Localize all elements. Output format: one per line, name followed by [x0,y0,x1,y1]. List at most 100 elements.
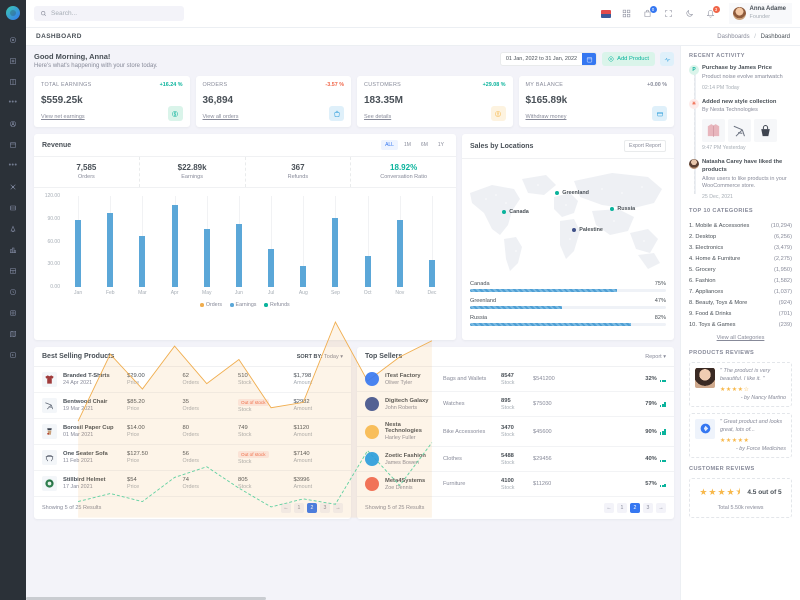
chart-bar[interactable] [191,196,223,287]
multilevel-icon[interactable] [0,323,26,344]
legend-item-earnings[interactable]: Earnings [230,302,256,308]
map-marker-canada[interactable]: Canada [502,209,529,215]
world-map[interactable]: Greenland Canada Russia Palestine [462,159,674,277]
page-button[interactable]: 3 [320,503,330,513]
fullscreen-icon[interactable] [664,9,674,19]
grid-icon[interactable] [0,260,26,281]
page-button[interactable]: → [333,503,343,513]
dashboard-icon[interactable] [0,29,26,50]
category-item[interactable]: 8. Beauty, Toys & More (924) [689,297,792,308]
page-button[interactable]: 1 [294,503,304,513]
add-product-button[interactable]: Add Product [602,52,655,66]
stat-link[interactable]: View net earnings [41,114,85,120]
category-item[interactable]: 2. Desktop (6,256) [689,231,792,242]
category-item[interactable]: 9. Food & Drinks (701) [689,308,792,319]
page-button[interactable]: 3 [643,503,653,513]
chart-bar[interactable] [94,196,126,287]
tables-icon[interactable] [0,218,26,239]
forms-icon[interactable] [0,197,26,218]
table-row[interactable]: Nesta Technologies Harley Fuller Bike Acc… [357,417,674,447]
legend-item-refunds[interactable]: Refunds [264,302,290,308]
pages-icon[interactable] [0,134,26,155]
page-button[interactable]: 1 [617,503,627,513]
category-item[interactable]: 1. Mobile & Accessories (10,294) [689,220,792,231]
apps-icon[interactable] [0,50,26,71]
stat-link[interactable]: Withdraw money [525,114,567,120]
table-row[interactable]: Digitech Galaxy John Roberts Watches 895 … [357,392,674,417]
table-row[interactable]: Meta4Systems Zoe Dennis Furniture 4100 St… [357,472,674,497]
top-sellers-title: Top Sellers [365,353,403,360]
table-row[interactable]: iTest Factory Oliver Tyler Bags and Walle… [357,367,674,392]
export-report-button[interactable]: Export Report [623,140,666,152]
chair-icon[interactable] [728,119,751,142]
chart-bar[interactable] [416,196,448,287]
chart-bar[interactable] [62,196,94,287]
apps-grid-icon[interactable] [622,9,632,19]
bell-icon[interactable]: 3 [706,5,720,19]
user-menu[interactable]: Anna Adame Founder [728,3,792,24]
horizontal-scrollbar[interactable] [26,597,266,600]
widgets-icon[interactable] [0,176,26,197]
category-item[interactable]: 10. Toys & Games (239) [689,319,792,330]
table-row[interactable]: Borosil Paper Cup 01 Mar 2021 $14.00 Price… [34,419,351,445]
revenue-summary-item: $22.89k Earnings [140,157,246,187]
page-button[interactable]: 2 [630,503,640,513]
stat-link[interactable]: View all orders [202,114,239,120]
category-item[interactable]: 5. Grocery (1,950) [689,264,792,275]
chart-bar[interactable] [223,196,255,287]
page-button[interactable]: 2 [307,503,317,513]
pill-6m[interactable]: 6M [420,142,428,148]
moon-icon[interactable] [685,9,695,19]
chart-bar[interactable] [352,196,384,287]
date-range-picker[interactable]: 01 Jan, 2022 to 31 Jan, 2022 [499,52,598,66]
jacket-icon[interactable] [702,119,725,142]
flag-icon[interactable] [600,9,611,19]
legend-item-orders[interactable]: Orders [200,302,222,308]
map-marker-greenland[interactable]: Greenland [555,190,589,196]
maps-icon[interactable] [0,302,26,323]
map-marker-russia[interactable]: Russia [610,206,635,212]
cart-icon[interactable]: 0 [643,5,657,19]
chart-bar[interactable] [384,196,416,287]
category-item[interactable]: 3. Electronics (3,479) [689,242,792,253]
breadcrumb-parent[interactable]: Dashboards [717,33,750,40]
category-item[interactable]: 4. Home & Furniture (2,275) [689,253,792,264]
authentication-icon[interactable] [0,113,26,134]
chart-bar[interactable] [319,196,351,287]
pill-1m[interactable]: 1M [403,142,411,148]
clock-icon[interactable] [0,281,26,302]
table-row[interactable]: Bentwood Chair 19 Mar 2021 $85.20 Price 35 O… [34,393,351,419]
table-row[interactable]: Branded T-Shirts 24 Apr 2021 $29.00 Price 6… [34,367,351,393]
customer-reviews-total: Total 5.50k reviews [717,504,764,511]
layouts-icon[interactable] [0,71,26,92]
revenue-title: Revenue [42,141,72,149]
category-count: (239) [778,321,792,328]
stat-link[interactable]: See details [364,114,392,120]
bag-icon[interactable] [754,119,777,142]
search-input[interactable]: Search... [34,6,184,21]
table-row[interactable]: Zoetic Fashion James Bowen Clothes 5488 S… [357,447,674,472]
page-button[interactable]: → [656,503,666,513]
pill-all[interactable]: ALL [381,140,398,150]
app-logo-icon[interactable] [6,6,20,20]
landing-icon[interactable] [0,344,26,365]
table-row[interactable]: Stillbird Helmet 17 Jan 2021 $54 Price 74 Or… [34,471,351,497]
chart-bar[interactable] [159,196,191,287]
analytics-icon[interactable] [660,52,674,66]
report-dropdown[interactable]: Report ▾ [645,354,666,360]
category-item[interactable]: 6. Fashion (1,582) [689,275,792,286]
page-button[interactable]: ← [604,503,614,513]
pill-1y[interactable]: 1Y [437,142,444,148]
stat-value: $165.89k [525,95,568,106]
chart-bar[interactable] [287,196,319,287]
charts-icon[interactable] [0,239,26,260]
calendar-icon[interactable] [582,53,597,65]
map-marker-palestine[interactable]: Palestine [572,227,603,233]
page-button[interactable]: ← [281,503,291,513]
category-item[interactable]: 7. Appliances (1,037) [689,286,792,297]
table-row[interactable]: One Seater Sofa 11 Feb 2021 $127.50 Price 5… [34,445,351,471]
chart-bar[interactable] [126,196,158,287]
chart-bar[interactable] [255,196,287,287]
view-all-categories-link[interactable]: View all Categories [716,335,765,341]
sort-by-dropdown[interactable]: SORT BY: Today ▾ [297,354,343,360]
